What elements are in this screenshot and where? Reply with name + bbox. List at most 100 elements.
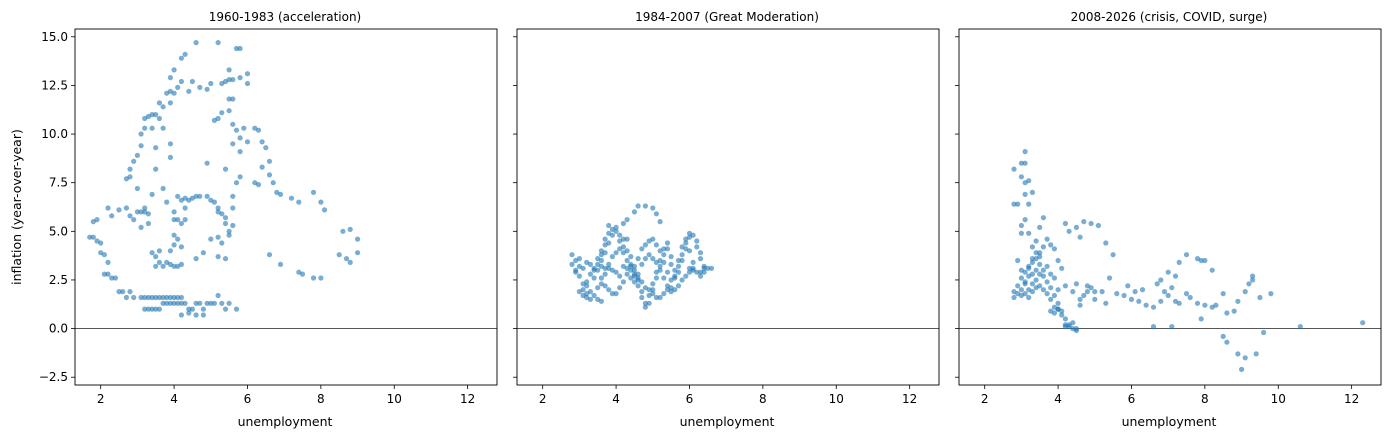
data-point (584, 283, 590, 289)
data-point (222, 215, 229, 221)
data-point (661, 275, 667, 281)
x-tick-label: 12 (1344, 392, 1359, 406)
data-point (156, 115, 162, 122)
x-tick-label: 2 (981, 392, 989, 406)
data-point (591, 292, 597, 299)
data-point (120, 289, 126, 295)
data-point (1029, 259, 1035, 265)
data-point (208, 80, 214, 87)
data-point (167, 100, 173, 106)
data-point (697, 269, 704, 275)
data-point (123, 205, 129, 211)
data-point (635, 256, 641, 262)
data-point (1048, 285, 1054, 291)
data-point (178, 220, 184, 227)
data-point (620, 263, 627, 269)
data-point (1015, 257, 1021, 264)
data-point (336, 252, 342, 258)
data-point (299, 271, 306, 277)
data-point (226, 300, 232, 306)
data-point (160, 294, 166, 301)
data-point (1022, 269, 1028, 275)
data-point (134, 185, 140, 192)
data-point (1059, 312, 1065, 318)
data-point (116, 207, 122, 213)
data-point (310, 275, 317, 281)
data-point (1040, 267, 1046, 273)
data-point (149, 191, 155, 197)
data-point (1253, 351, 1259, 357)
data-point (1062, 220, 1068, 227)
data-point (606, 287, 612, 293)
data-point (1224, 339, 1230, 345)
data-point (1033, 277, 1039, 283)
data-point (675, 283, 682, 289)
data-point (105, 259, 111, 265)
data-point (226, 77, 232, 83)
data-point (178, 294, 184, 301)
data-point (215, 234, 221, 240)
data-point (153, 166, 159, 172)
data-point (635, 283, 641, 289)
data-point (683, 240, 689, 246)
data-point (197, 193, 203, 199)
data-point (657, 248, 663, 254)
data-point (233, 180, 240, 186)
data-point (241, 125, 247, 131)
data-point (1018, 160, 1024, 166)
data-point (138, 224, 144, 230)
data-point (233, 127, 240, 133)
data-point (149, 250, 155, 256)
data-point (127, 289, 133, 295)
data-point (186, 306, 192, 312)
data-point (178, 300, 184, 306)
data-point (624, 217, 630, 223)
data-point (189, 306, 195, 312)
data-point (628, 261, 634, 267)
data-point (237, 45, 243, 52)
data-point (598, 298, 605, 304)
data-point (167, 75, 173, 81)
data-point (123, 294, 129, 301)
data-point (171, 300, 177, 306)
data-point (642, 242, 649, 248)
data-point (226, 232, 232, 238)
data-point (1194, 256, 1201, 262)
data-point (1033, 250, 1039, 256)
data-point (226, 67, 232, 73)
data-point (650, 287, 656, 293)
data-point (138, 131, 144, 137)
data-point (347, 226, 353, 232)
data-point (189, 78, 195, 85)
data-point (98, 240, 104, 246)
data-point (1022, 149, 1028, 155)
data-point (657, 263, 663, 269)
data-point (1125, 283, 1131, 289)
data-point (1070, 320, 1076, 326)
data-point (1044, 263, 1050, 269)
data-point (1051, 310, 1057, 316)
data-point (664, 240, 671, 246)
data-point (131, 158, 137, 164)
data-point (200, 250, 206, 256)
data-point (635, 203, 641, 209)
data-point (1048, 242, 1054, 248)
x-tick-label: 4 (170, 392, 178, 406)
data-point (153, 294, 159, 301)
data-point (200, 306, 206, 312)
data-point (668, 254, 674, 260)
data-point (1209, 267, 1215, 273)
data-point (156, 306, 162, 312)
data-point (1084, 289, 1090, 295)
x-tick-label: 6 (686, 392, 694, 406)
data-point (595, 285, 601, 291)
data-point (631, 267, 638, 273)
data-point (131, 294, 137, 301)
data-point (1022, 217, 1028, 223)
data-point (683, 236, 689, 242)
data-point (1081, 292, 1087, 299)
data-point (1169, 285, 1175, 291)
data-point (1011, 201, 1017, 207)
data-point (101, 252, 107, 258)
data-point (573, 267, 579, 273)
